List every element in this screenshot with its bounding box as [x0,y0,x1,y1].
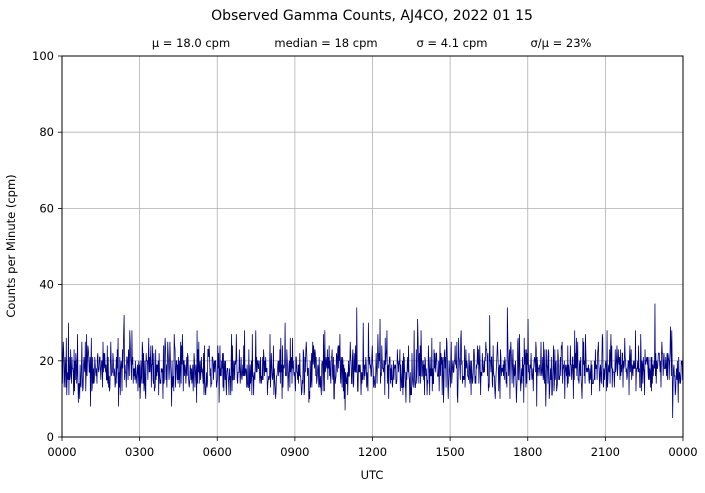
stat-sigma: σ = 4.1 cpm [416,36,487,50]
stat-mu: μ = 18.0 cpm [152,36,230,50]
gamma-counts-line [62,303,683,418]
x-axis-label: UTC [361,468,384,482]
y-tick-label: 40 [39,278,54,292]
x-tick-label: 1800 [513,445,542,459]
x-tick-label: 0000 [668,445,697,459]
tick-labels: 0 20 40 60 80 100 0000 0300 0600 0900 1200 1500 1800… [32,49,698,459]
y-tick-label: 60 [39,201,54,215]
x-tick-label: 1200 [358,445,387,459]
y-tick-label: 20 [39,354,54,368]
tick-marks [58,55,684,441]
x-tick-label: 0300 [125,445,154,459]
y-tick-label: 0 [47,430,54,444]
chart-title: Observed Gamma Counts, AJ4CO, 2022 01 15 [211,8,533,24]
x-tick-label: 1500 [435,445,464,459]
plot-frame [61,55,684,438]
stat-sigma-over-mu: σ/μ = 23% [531,36,592,50]
stat-median: median = 18 cpm [274,36,377,50]
x-tick-label: 0000 [47,445,76,459]
y-axis-label: Counts per Minute (cpm) [4,174,18,317]
y-tick-label: 80 [39,125,54,139]
x-tick-label: 0600 [203,445,232,459]
x-tick-label: 0900 [280,445,309,459]
x-tick-label: 2100 [591,445,620,459]
y-tick-label: 100 [32,49,54,63]
